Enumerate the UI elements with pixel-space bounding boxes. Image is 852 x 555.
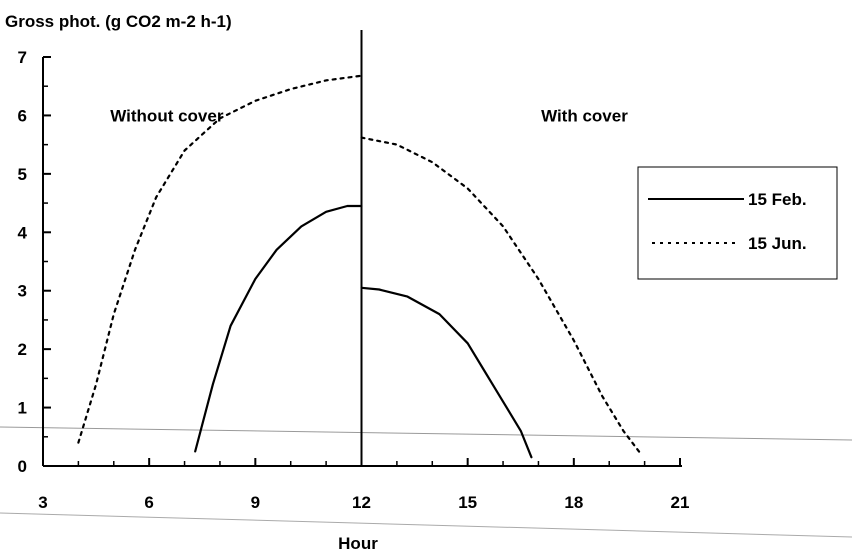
y-tick-label: 0 (18, 457, 27, 476)
series-line-15-jun (77, 74, 363, 444)
x-tick-label: 9 (251, 493, 260, 512)
legend-box (637, 166, 838, 280)
annotation-label: Without cover (110, 106, 224, 125)
y-tick-label: 1 (18, 399, 27, 418)
annotation-label: With cover (541, 106, 628, 125)
x-tick-label: 6 (144, 493, 153, 512)
y-tick-label: 6 (18, 106, 27, 125)
y-tick-label: 5 (18, 165, 27, 184)
series-line-15-jun (360, 136, 643, 456)
annotations: Without cover With cover (110, 106, 628, 125)
y-tick-label: 7 (18, 48, 27, 67)
y-tick-label: 2 (18, 340, 27, 359)
y-tick-label: 4 (18, 223, 28, 242)
scan-artifact-line (0, 512, 852, 538)
x-tick-label: 15 (458, 493, 477, 512)
series-line-15-feb (194, 204, 363, 453)
scan-artifact-line (0, 426, 852, 441)
y-tick-label: 3 (18, 282, 27, 301)
x-tick-label: 12 (352, 493, 371, 512)
x-tick-label: 21 (671, 493, 690, 512)
x-tick-label: 18 (564, 493, 583, 512)
legend-label-15-jun: 15 Jun. (748, 234, 807, 253)
series-group (77, 74, 643, 459)
chart-title: Gross phot. (g CO2 m-2 h-1) (5, 12, 232, 31)
series-line-15-feb (360, 286, 533, 459)
x-tick-label: 3 (38, 493, 47, 512)
x-axis-label: Hour (338, 534, 378, 553)
legend-label-15-feb: 15 Feb. (748, 190, 807, 209)
